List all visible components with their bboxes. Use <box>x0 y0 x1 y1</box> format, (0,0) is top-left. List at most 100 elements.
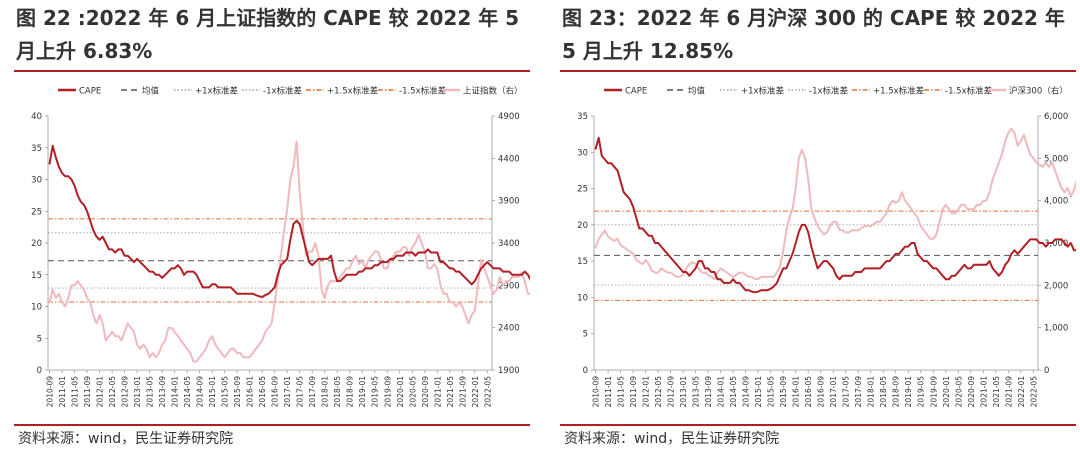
x-tick-label: 2019-05 <box>371 376 380 408</box>
x-tick-label: 2022-01 <box>471 376 480 408</box>
x-tick-label: 2017-05 <box>842 376 851 408</box>
x-tick-label: 2010-09 <box>46 376 55 408</box>
cape-line <box>48 144 530 298</box>
cape-chart-hs300: CAPE 均值 +1x标准差 -1x标准差 +1.5x标准差 -1.5x标准差 沪深300（… <box>577 86 1076 408</box>
x-tick-label: 2010-09 <box>592 376 601 408</box>
legend-label: -1x标准差 <box>263 86 302 97</box>
cape-line <box>594 136 1076 294</box>
x-tick-label: 2020-09 <box>421 376 430 408</box>
y-tick-label-right: 3900 <box>498 197 520 207</box>
x-tick-label: 2016-05 <box>258 376 267 408</box>
x-tick-label: 2015-01 <box>208 376 217 408</box>
x-tick-label: 2018-05 <box>879 376 888 408</box>
y-tick-label-left: 35 <box>577 112 588 122</box>
y-tick-label-left: 35 <box>31 144 42 154</box>
y-tick-label-right: 1,000 <box>1044 324 1068 334</box>
x-tick-label: 2014-09 <box>742 376 751 408</box>
x-tick-label: 2016-09 <box>271 376 280 408</box>
x-tick-label: 2016-01 <box>246 376 255 408</box>
y-tick-label-left: 25 <box>31 207 42 217</box>
x-tick-label: 2013-01 <box>679 376 688 408</box>
y-tick-label-left: 40 <box>31 112 42 122</box>
y-tick-label-left: 25 <box>577 185 588 195</box>
x-tick-label: 2016-01 <box>792 376 801 408</box>
x-tick-label: 2012-01 <box>96 376 105 408</box>
x-tick-label: 2020-05 <box>408 376 417 408</box>
source-rule <box>560 424 1076 426</box>
x-tick-label: 2011-01 <box>604 376 613 408</box>
x-tick-label: 2021-09 <box>1004 376 1013 408</box>
x-tick-label: 2015-05 <box>767 376 776 408</box>
legend-label: -1.5x标准差 <box>945 86 992 97</box>
y-tick-label-left: 20 <box>577 221 588 231</box>
x-tick-label: 2014-09 <box>196 376 205 408</box>
x-tick-label: 2015-09 <box>233 376 242 408</box>
x-tick-label: 2018-01 <box>867 376 876 408</box>
x-tick-label: 2017-09 <box>308 376 317 408</box>
y-tick-label-left: 30 <box>31 176 42 186</box>
source-note: 资料来源：wind，民生证券研究院 <box>18 431 234 447</box>
figure-title: 图 22 :2022 年 6 月上证指数的 CAPE 较 2022 年 5 月上… <box>16 6 520 63</box>
y-tick-label-right: 1900 <box>498 366 520 376</box>
legend-label: CAPE <box>625 87 647 97</box>
figure-23-panel: 图 23：2022 年 6 月沪深 300 的 CAPE 较 2022 年 5 … <box>552 0 1080 453</box>
x-tick-label: 2021-01 <box>979 376 988 408</box>
y-tick-label-left: 30 <box>577 148 588 158</box>
y-tick-label-left: 20 <box>31 239 42 249</box>
y-tick-label-left: 10 <box>577 293 588 303</box>
x-tick-label: 2021-05 <box>992 376 1001 408</box>
x-tick-label: 2012-05 <box>654 376 663 408</box>
legend-label: +1x标准差 <box>195 86 238 97</box>
y-tick-label-right: 3,000 <box>1044 239 1068 249</box>
x-tick-label: 2014-01 <box>717 376 726 408</box>
source-note: 资料来源：wind，民生证券研究院 <box>564 431 780 447</box>
x-tick-label: 2019-09 <box>383 376 392 408</box>
y-tick-label-right: 2400 <box>498 324 520 334</box>
x-tick-label: 2011-05 <box>71 376 80 408</box>
y-tick-label-right: 5,000 <box>1044 154 1068 164</box>
x-tick-label: 2016-09 <box>817 376 826 408</box>
y-tick-label-left: 5 <box>583 330 588 340</box>
x-tick-label: 2020-01 <box>396 376 405 408</box>
legend-label: 上证指数（右） <box>463 86 523 97</box>
figure-22-panel: 图 22 :2022 年 6 月上证指数的 CAPE 较 2022 年 5 月上… <box>6 0 536 453</box>
x-tick-label: 2014-05 <box>183 376 192 408</box>
x-tick-label: 2012-09 <box>121 376 130 408</box>
x-tick-label: 2015-01 <box>754 376 763 408</box>
x-tick-label: 2021-01 <box>433 376 442 408</box>
y-tick-label-right: 4900 <box>498 112 520 122</box>
x-tick-label: 2022-01 <box>1017 376 1026 408</box>
y-tick-label-left: 10 <box>31 303 42 313</box>
legend-label: +1.5x标准差 <box>327 86 378 97</box>
y-tick-label-right: 2,000 <box>1044 281 1068 291</box>
y-tick-label-right: 2900 <box>498 281 520 291</box>
y-tick-label-right: 0 <box>1044 366 1049 376</box>
x-tick-label: 2022-05 <box>483 376 492 408</box>
x-tick-label: 2018-05 <box>333 376 342 408</box>
x-tick-label: 2017-01 <box>829 376 838 408</box>
x-tick-label: 2013-09 <box>158 376 167 408</box>
x-tick-label: 2015-05 <box>221 376 230 408</box>
x-tick-label: 2017-09 <box>854 376 863 408</box>
y-tick-label-right: 4,000 <box>1044 197 1068 207</box>
chart-legend: CAPE 均值 +1x标准差 -1x标准差 +1.5x标准差 -1.5x标准差 沪深300（… <box>604 86 1068 97</box>
y-tick-label-left: 5 <box>37 334 42 344</box>
x-tick-label: 2012-09 <box>667 376 676 408</box>
x-tick-label: 2020-09 <box>967 376 976 408</box>
x-tick-label: 2011-09 <box>83 376 92 408</box>
x-tick-label: 2017-01 <box>283 376 292 408</box>
x-tick-label: 2013-01 <box>133 376 142 408</box>
x-tick-label: 2015-09 <box>779 376 788 408</box>
y-tick-label-right: 6,000 <box>1044 112 1068 122</box>
x-tick-label: 2020-05 <box>954 376 963 408</box>
x-tick-label: 2022-05 <box>1029 376 1038 408</box>
y-tick-label-left: 15 <box>577 257 588 267</box>
x-tick-label: 2020-01 <box>942 376 951 408</box>
legend-label: 均值 <box>142 86 160 97</box>
figure-title: 图 23：2022 年 6 月沪深 300 的 CAPE 较 2022 年 5 … <box>562 6 1065 63</box>
x-tick-label: 2019-01 <box>904 376 913 408</box>
x-tick-label: 2019-09 <box>929 376 938 408</box>
x-tick-label: 2013-09 <box>704 376 713 408</box>
x-tick-label: 2011-09 <box>629 376 638 408</box>
index-line <box>594 127 1076 280</box>
